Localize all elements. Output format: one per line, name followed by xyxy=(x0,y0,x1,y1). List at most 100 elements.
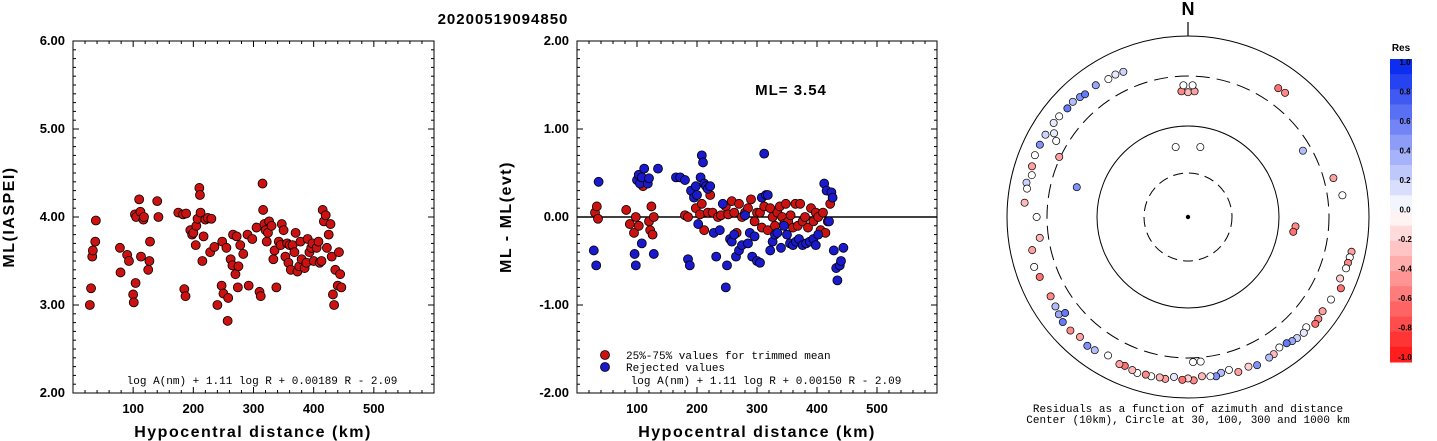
colorbar-swatch xyxy=(1390,286,1412,302)
colorbar-label: -0.2 xyxy=(1398,235,1412,244)
data-point xyxy=(813,229,824,240)
colorbar-label: 0.0 xyxy=(1399,206,1411,215)
polar-point xyxy=(1170,372,1178,381)
polar-point xyxy=(1197,372,1206,381)
data-point xyxy=(680,175,690,185)
data-point xyxy=(329,300,340,310)
formula-1: log A(nm) + 1.11 log R + 0.00189 R - 2.0… xyxy=(127,376,398,388)
polar-point xyxy=(1119,67,1128,76)
polar-point xyxy=(1054,310,1063,319)
polar-point xyxy=(1179,81,1188,90)
colorbar-swatch xyxy=(1390,195,1412,211)
polar-point xyxy=(1111,70,1120,79)
x-tick-label: 100 xyxy=(122,401,144,416)
y-tick-label: 2.00 xyxy=(544,33,569,48)
data-point xyxy=(653,163,663,174)
legend-marker-trimmed xyxy=(600,350,610,360)
figure-title: 20200519094850 xyxy=(438,11,569,28)
data-point xyxy=(336,282,347,293)
x-tick-label: 300 xyxy=(243,401,265,416)
data-point xyxy=(222,315,233,326)
data-point xyxy=(145,236,155,247)
colorbar-swatch xyxy=(1390,225,1412,242)
ring-100km xyxy=(1096,125,1280,309)
data-point xyxy=(255,291,266,302)
data-point xyxy=(621,205,632,215)
data-point xyxy=(648,212,659,222)
data-point xyxy=(838,242,849,253)
polar-point xyxy=(1028,162,1036,171)
polar-point xyxy=(1196,143,1205,151)
legend-marker-rejected xyxy=(600,362,610,372)
data-point xyxy=(743,238,753,249)
polar-point xyxy=(1184,88,1192,97)
y-tick-label: -2.00 xyxy=(539,385,569,400)
data-point xyxy=(87,245,98,256)
data-point xyxy=(261,236,272,247)
polar-point xyxy=(1336,284,1345,293)
polar-point xyxy=(1052,136,1061,145)
data-point xyxy=(593,176,604,187)
polar-point xyxy=(1327,295,1335,304)
data-point xyxy=(749,231,760,242)
polar-point xyxy=(1311,319,1320,328)
polar-point xyxy=(1188,81,1197,90)
polar-point xyxy=(1091,81,1100,90)
y-tick-label: 6.00 xyxy=(40,33,65,48)
polar-point xyxy=(1281,88,1290,97)
data-point xyxy=(212,300,223,310)
data-point xyxy=(646,201,657,212)
data-point xyxy=(734,198,744,209)
polar-point xyxy=(1050,129,1058,138)
polar-point xyxy=(1289,227,1298,236)
data-point xyxy=(124,256,134,266)
polar-point xyxy=(1275,343,1284,352)
data-point xyxy=(258,205,269,215)
data-point xyxy=(683,212,693,222)
data-point xyxy=(818,207,828,218)
data-point xyxy=(289,247,300,258)
data-point xyxy=(828,245,839,256)
data-point xyxy=(195,190,205,200)
polar-caption-2: Center (10km), Circle at 30, 100, 300 an… xyxy=(1026,415,1350,427)
polar-point xyxy=(1020,198,1029,207)
data-point xyxy=(115,267,126,278)
colorbar-label: -0.4 xyxy=(1398,265,1412,274)
polar-point xyxy=(1104,75,1113,84)
data-point xyxy=(128,297,139,308)
data-point xyxy=(320,210,331,221)
data-point xyxy=(772,227,783,238)
colorbar-label: 0.6 xyxy=(1399,117,1411,126)
ylabel-1: ML(IASPEI) xyxy=(1,166,18,267)
data-point xyxy=(90,236,101,247)
colorbar-swatch xyxy=(1390,134,1412,151)
north-label: N xyxy=(1182,0,1195,19)
xlabel-1: Hypocentral distance (km) xyxy=(134,424,372,441)
data-point xyxy=(223,293,234,303)
colorbar: Res 1.0 0.8 0.6 0.4 0.2 0.0 -0.2 -0.4 -0.6 -0.8 -1… xyxy=(1390,43,1412,363)
polar-point xyxy=(1225,365,1233,374)
data-point xyxy=(588,245,599,256)
polar-point xyxy=(1253,361,1262,370)
polar-point xyxy=(1318,307,1327,316)
polar-point xyxy=(1244,362,1253,371)
data-point xyxy=(181,208,192,219)
data-point xyxy=(139,212,149,222)
data-point xyxy=(836,256,846,266)
colorbar-swatch xyxy=(1390,104,1412,121)
data-point xyxy=(247,234,258,244)
data-point xyxy=(762,190,773,200)
data-point xyxy=(690,181,701,192)
x-tick-label: 200 xyxy=(182,401,204,416)
data-point xyxy=(795,198,806,209)
data-point xyxy=(266,220,277,231)
data-point xyxy=(647,229,658,240)
data-point xyxy=(746,194,756,205)
colorbar-swatch xyxy=(1390,119,1412,136)
data-point xyxy=(832,275,843,286)
colorbar-label: -1.0 xyxy=(1398,353,1412,362)
colorbar-swatch xyxy=(1390,59,1412,75)
data-point xyxy=(216,280,227,291)
polar-point xyxy=(1081,90,1089,99)
data-point xyxy=(630,212,641,222)
